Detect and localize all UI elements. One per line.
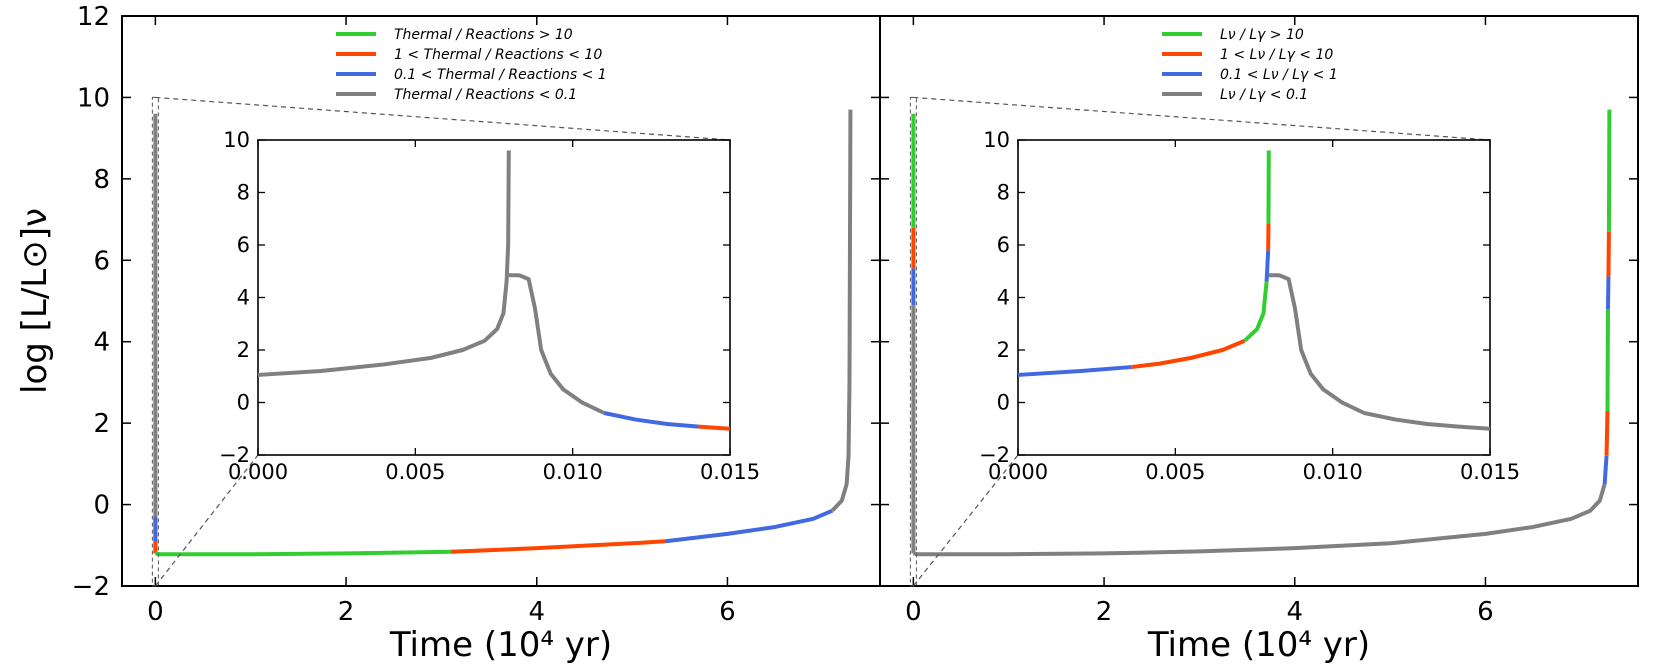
x-tick-label: 6 [719, 597, 736, 627]
inset-series-line-inset-orange [1131, 338, 1246, 370]
series-line-slope-orange [450, 539, 666, 554]
inset-x-tick-label: 0.015 [700, 460, 760, 484]
y-tick-label: 0 [93, 491, 110, 521]
x-tick-label: 4 [1286, 597, 1303, 627]
inset-left: −2 0 2 4 6 8 10 0.000 0.005 0.010 0.015 [219, 128, 760, 484]
legend-entry: 1 < Thermal / Reactions < 10 [394, 47, 602, 63]
inset-y-tick-label: 8 [237, 181, 250, 205]
legend-entry: 1 < Lν / Lγ < 10 [1220, 47, 1333, 63]
inset-y-tick-label: 6 [997, 233, 1010, 257]
x-tick-label: 2 [1096, 597, 1113, 627]
inset-y-tick-label: 4 [997, 286, 1010, 310]
panel-right: 0 2 4 6 Time (10⁴ yr) −2 0 2 4 6 8 10 0.000 0.005 0.01… [879, 15, 1639, 665]
x-axis-label: Time (10⁴ yr) [389, 625, 612, 665]
legend-entry: Lν / Lγ < 0.1 [1220, 87, 1308, 103]
y-tick-label: 8 [93, 165, 110, 195]
inset-y-tick-label: 10 [983, 128, 1010, 152]
y-tick-label: −2 [72, 572, 110, 602]
y-tick-label: 6 [93, 246, 110, 276]
legend-entry: Thermal / Reactions > 10 [394, 27, 573, 43]
inset-x-tick-label: 0.000 [228, 460, 288, 484]
series-line-slope-blue [665, 508, 834, 544]
inset-series-line-inset-green [1243, 281, 1269, 343]
inset-y-tick-label: 2 [997, 338, 1010, 362]
inset-y-tick-label: 0 [997, 391, 1010, 415]
plot-frame [879, 15, 1639, 587]
zoom-connector-top [913, 96, 1491, 141]
inset-y-tick-label: 10 [223, 128, 250, 152]
panels: −2 0 2 4 6 8 10 12 0 2 4 6 Time (10⁴ yr) log [L/L⊙]ν −… [15, 2, 1639, 665]
series-line-late-orange [1604, 410, 1610, 456]
inset-x-tick-label: 0.010 [1303, 460, 1363, 484]
inset-series-line-inset-blue-2 [1264, 250, 1271, 282]
y-tick-label: 2 [93, 409, 110, 439]
legend: Thermal / Reactions > 10 1 < Thermal / Re… [336, 27, 607, 103]
inset-series-line-inset-gray-2 [508, 273, 605, 415]
zoom-connector-bottom [912, 454, 1019, 587]
inset-y-tick-label: 2 [237, 338, 250, 362]
inset-frame [1017, 139, 1491, 456]
legend: Lν / Lγ > 10 1 < Lν / Lγ < 10 0.1 < Lν / L… [1162, 27, 1338, 103]
inset-y-tick-label: −2 [219, 443, 250, 467]
series-line-slope-green [155, 549, 451, 557]
inset-y-tick-label: 8 [997, 181, 1010, 205]
inset-frame [257, 139, 731, 456]
zoom-region [909, 96, 917, 587]
x-tick-label: 2 [338, 597, 355, 627]
inset-x-tick-label: 0.005 [385, 460, 445, 484]
inset-y-tick-label: 6 [237, 233, 250, 257]
x-axis-label: Time (10⁴ yr) [1147, 625, 1370, 665]
inset-series-line-inset-blue [1017, 365, 1132, 377]
inset-x-tick-label: 0.015 [1460, 460, 1520, 484]
x-tick-label: 0 [905, 597, 922, 627]
inset-series-line-inset-gray-1 [257, 150, 511, 377]
legend-entry: 0.1 < Lν / Lγ < 1 [1220, 67, 1338, 83]
inset-x-tick-label: 0.005 [1145, 460, 1205, 484]
legend-entry: 0.1 < Thermal / Reactions < 1 [394, 67, 607, 83]
y-axis-label: log [L/L⊙]ν [15, 208, 55, 394]
y-tick-label: 4 [93, 328, 110, 358]
series-line-slope-gray [913, 483, 1607, 557]
zoom-region [151, 96, 159, 587]
inset-series-line-inset-orange [698, 424, 731, 431]
inset-series-line-inset-blue [603, 411, 699, 429]
y-tick-label: 12 [77, 2, 110, 32]
inset-y-tick-label: 4 [237, 286, 250, 310]
x-tick-label: 6 [1477, 597, 1494, 627]
zoom-connector-top [155, 96, 731, 141]
x-tick-label: 4 [528, 597, 545, 627]
series-line-late-gray [830, 109, 853, 513]
y-tick-label: 10 [77, 83, 110, 113]
inset-right: −2 0 2 4 6 8 10 0.000 0.005 0.010 0.015 [979, 128, 1520, 484]
inset-series-line-inset-gray [1268, 273, 1491, 431]
inset-y-tick-label: 0 [237, 391, 250, 415]
series-line-late-blue [1602, 455, 1609, 485]
x-tick-label: 0 [147, 597, 164, 627]
legend-entry: Thermal / Reactions < 0.1 [394, 87, 577, 103]
inset-y-tick-label: −2 [979, 443, 1010, 467]
legend-entry: Lν / Lγ > 10 [1220, 27, 1304, 43]
inset-x-tick-label: 0.010 [543, 460, 603, 484]
inset-x-tick-label: 0.000 [988, 460, 1048, 484]
zoom-connector-bottom [154, 454, 259, 587]
panel-left: −2 0 2 4 6 8 10 12 0 2 4 6 Time (10⁴ yr) log [L/L⊙]ν −… [15, 2, 881, 665]
